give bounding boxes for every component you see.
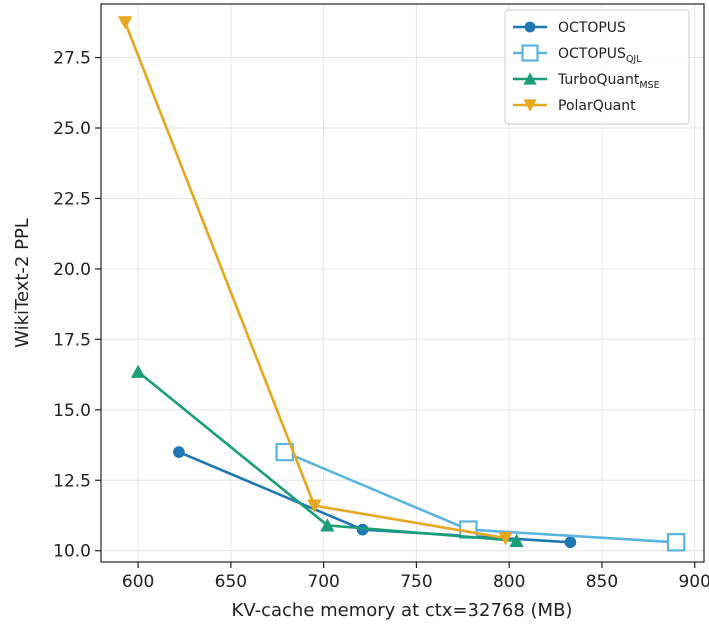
legend-label: PolarQuant	[558, 98, 636, 114]
x-tick-label: 700	[307, 572, 339, 592]
series-line	[284, 450, 677, 544]
legend-label: TurboQuantMSE	[557, 72, 660, 91]
series-layer	[117, 16, 686, 552]
x-tick-label: 750	[400, 572, 432, 592]
series	[275, 442, 686, 552]
data-point	[498, 531, 513, 546]
y-tick-label: 10.0	[53, 542, 91, 562]
legend-label: OCTOPUSQJL	[558, 46, 642, 65]
x-axis-label: KV-cache memory at ctx=32768 (MB)	[232, 600, 573, 621]
y-tick-label: 15.0	[53, 401, 91, 421]
x-tick-label: 900	[678, 572, 709, 592]
legend-marker	[523, 72, 537, 85]
y-tick-label: 27.5	[53, 49, 91, 69]
series	[130, 364, 524, 547]
data-point	[117, 16, 133, 30]
legend-entry: OCTOPUSQJL	[513, 44, 642, 65]
series-line	[123, 21, 506, 540]
data-point	[356, 523, 369, 536]
plot-frame	[100, 3, 705, 563]
data-point	[564, 536, 577, 549]
y-tick-label: 25.0	[53, 119, 91, 139]
x-tick-label: 800	[493, 572, 525, 592]
legend-box	[504, 9, 690, 125]
legend-entry: PolarQuant	[513, 98, 636, 114]
legend-label: OCTOPUS	[558, 20, 626, 36]
y-tick-label: 17.5	[53, 330, 91, 350]
y-tick-label: 12.5	[53, 471, 91, 491]
y-tick-label: 20.0	[53, 260, 91, 280]
data-point	[173, 446, 185, 458]
data-point	[666, 533, 686, 552]
legend-entry: TurboQuantMSE	[513, 72, 660, 91]
x-tick-label: 650	[215, 572, 247, 592]
data-point	[509, 533, 524, 547]
x-tick-label: 600	[122, 572, 154, 592]
data-point	[130, 364, 146, 378]
data-point	[307, 499, 322, 513]
y-tick-label: 22.5	[53, 189, 91, 209]
y-axis: 10.0 12.5 15.0 17.5 20.0 22.5 25.0 27.5	[53, 49, 101, 562]
legend-entry: OCTOPUS	[513, 20, 626, 36]
data-point	[320, 518, 335, 532]
legend-marker	[523, 99, 537, 112]
x-axis: 600 650 700 750 800 850 900	[122, 562, 709, 592]
legend: OCTOPUS OCTOPUSQJL TurboQuantMSE PolarQuant	[504, 9, 690, 125]
legend-marker	[521, 44, 539, 62]
y-axis-label: WikiText-2 PPL	[12, 218, 33, 348]
legend-marker	[524, 21, 536, 33]
series	[117, 16, 513, 546]
x-tick-label: 850	[586, 572, 618, 592]
